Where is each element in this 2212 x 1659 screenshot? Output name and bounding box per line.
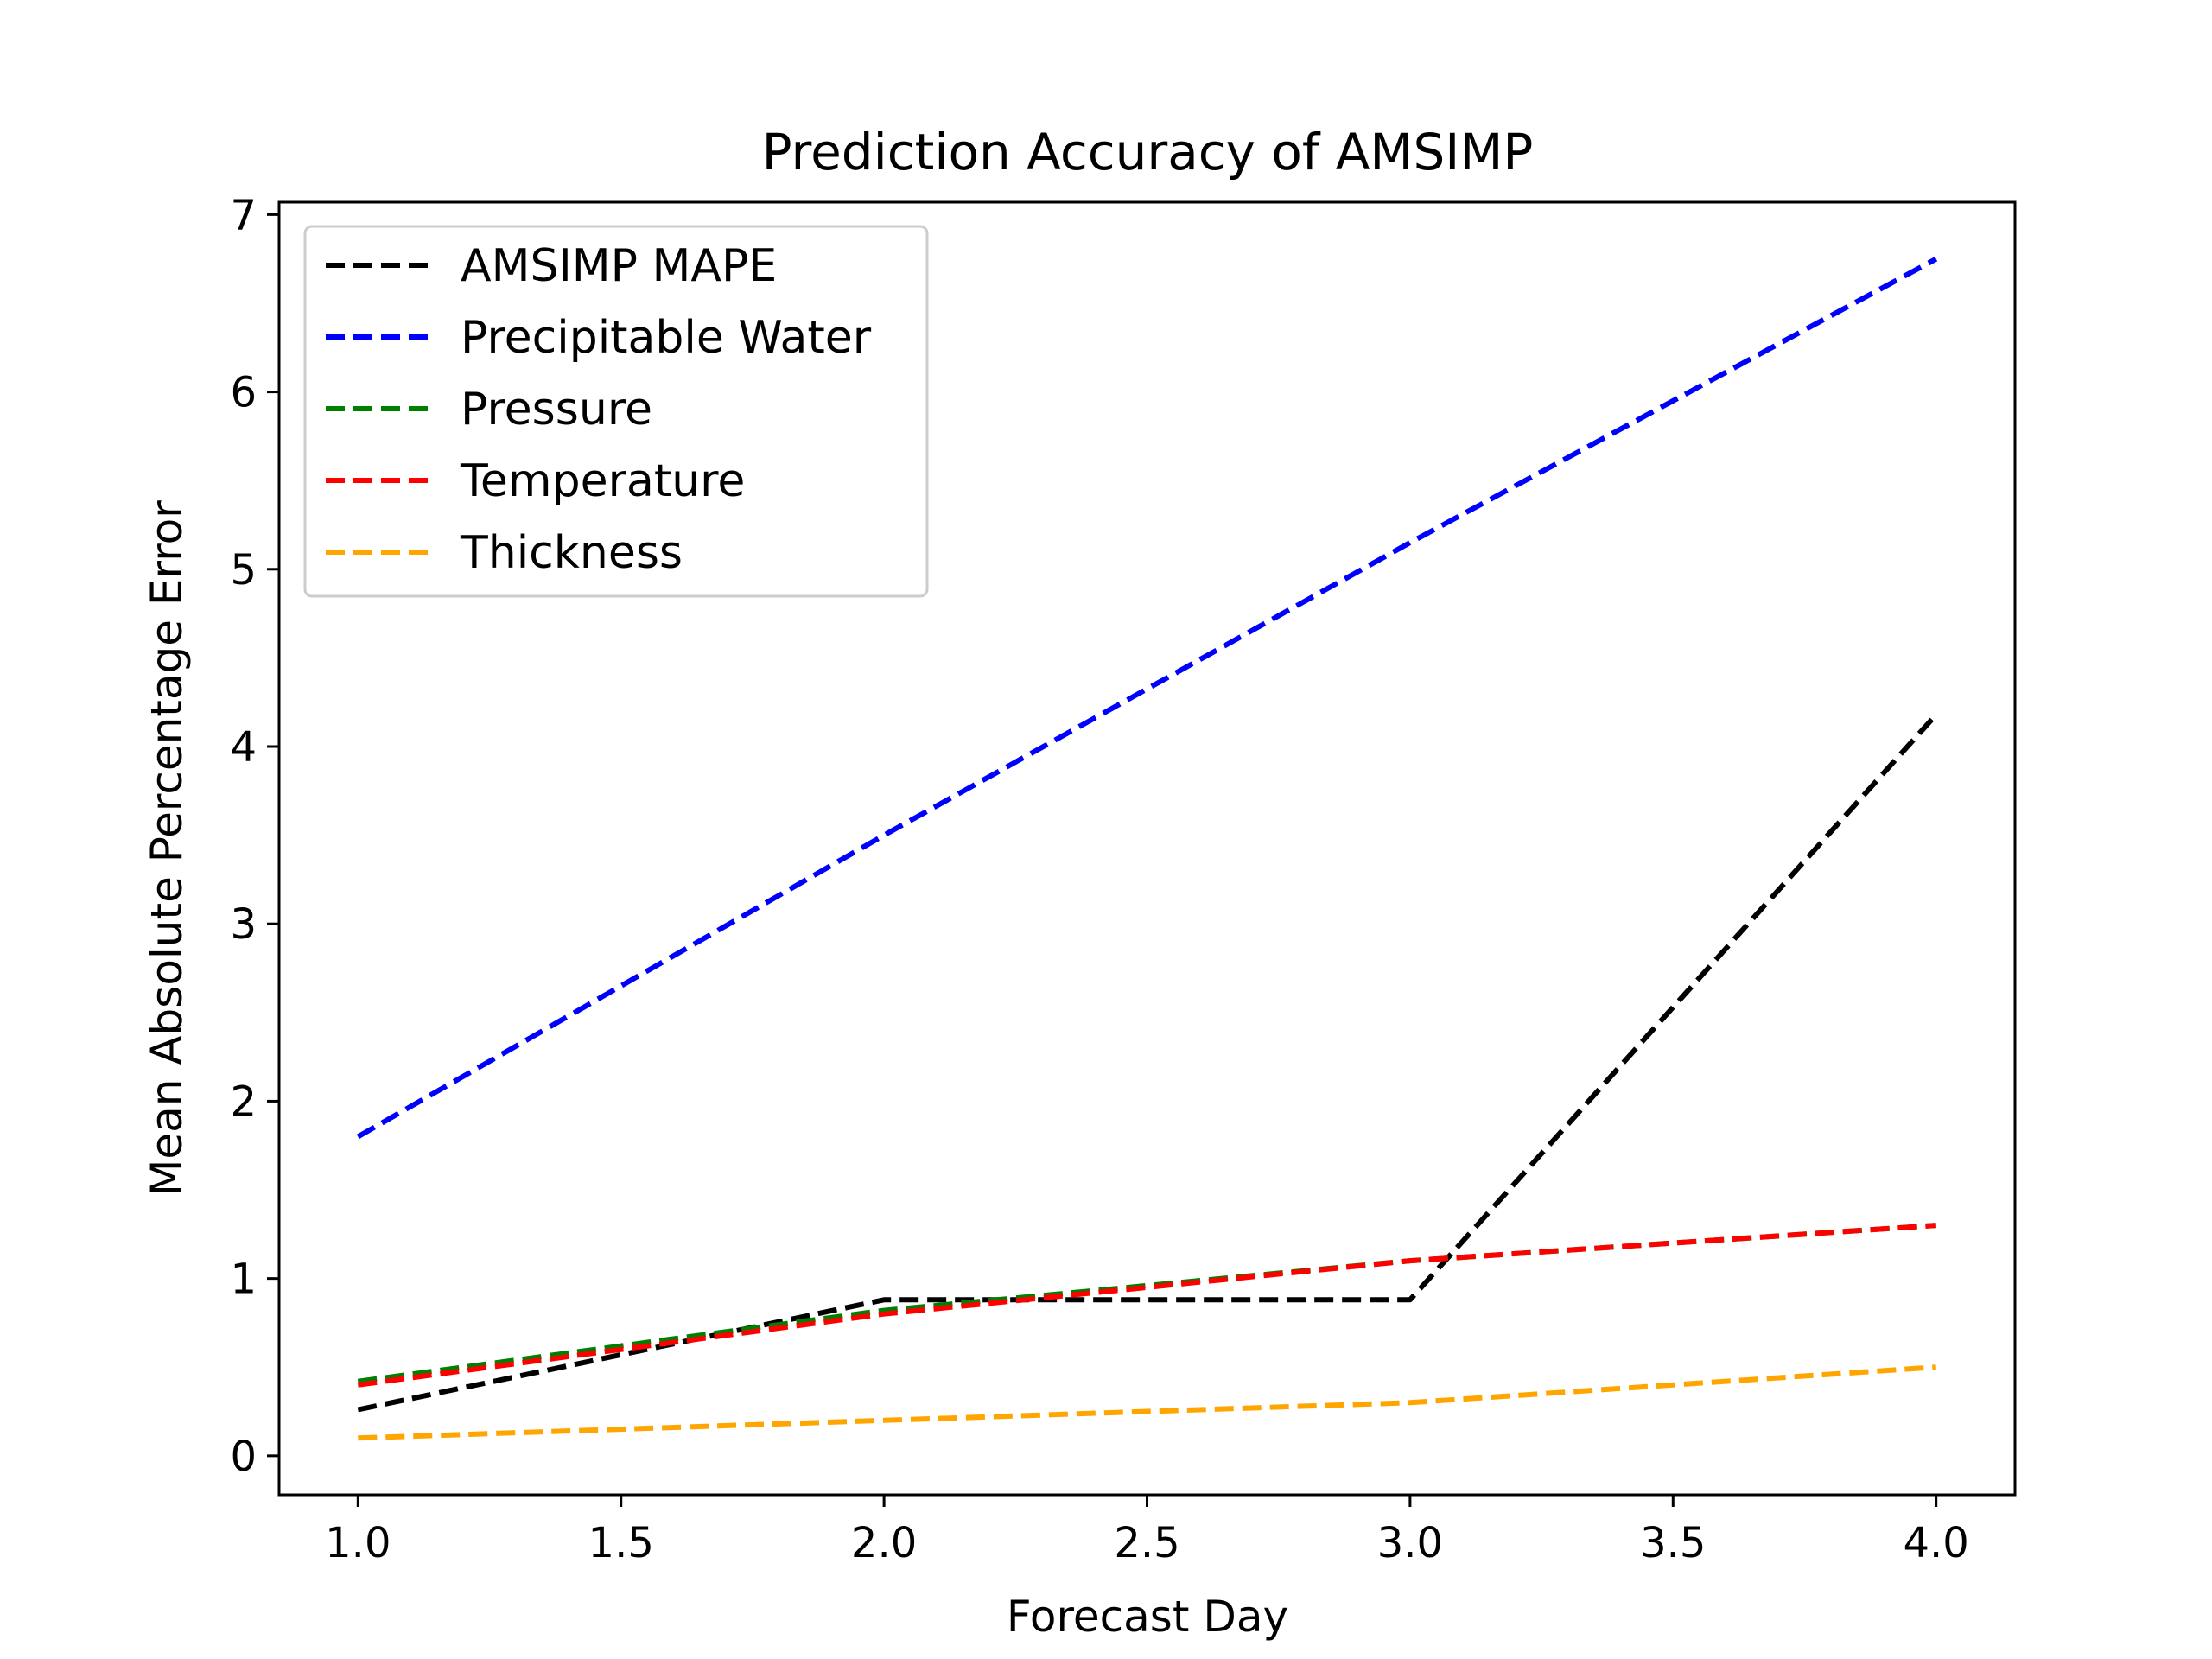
x-axis: 1.0 1.5 2.0 2.5 3.0 3.5 4.0 bbox=[325, 1495, 1969, 1567]
y-axis: 0 1 2 3 4 5 6 7 bbox=[230, 191, 279, 1481]
legend-box bbox=[303, 225, 929, 598]
x-tick-label: 2.5 bbox=[1114, 1519, 1179, 1567]
y-tick-label: 3 bbox=[230, 900, 257, 949]
legend-label: Pressure bbox=[461, 384, 652, 435]
legend-label: Precipitable Water bbox=[461, 312, 872, 364]
legend-label: AMSIMP MAPE bbox=[461, 240, 777, 292]
legend: AMSIMP MAPE Precipitable Water Pressure Tem… bbox=[303, 225, 929, 598]
series-line-precipitable-water bbox=[356, 257, 1938, 1140]
x-tick-label: 1.0 bbox=[325, 1519, 391, 1567]
series-layer bbox=[356, 257, 1938, 1441]
y-tick-label: 5 bbox=[230, 546, 257, 594]
legend-items: AMSIMP MAPE Precipitable Water Pressure Tem… bbox=[326, 240, 872, 579]
x-tick-label: 3.5 bbox=[1640, 1519, 1706, 1567]
x-tick-label: 1.5 bbox=[588, 1519, 654, 1567]
y-tick-label: 4 bbox=[230, 723, 257, 772]
y-tick-label: 0 bbox=[230, 1433, 257, 1481]
series-line-temperature bbox=[357, 1223, 1936, 1388]
y-tick-label: 1 bbox=[230, 1255, 257, 1304]
x-tick-label: 2.0 bbox=[851, 1519, 917, 1567]
x-tick-label: 4.0 bbox=[1904, 1519, 1969, 1567]
y-axis-label: Mean Absolute Percentage Error bbox=[142, 500, 192, 1197]
y-tick-label: 2 bbox=[230, 1077, 257, 1126]
x-tick-label: 3.0 bbox=[1377, 1519, 1443, 1567]
legend-label: Temperature bbox=[460, 455, 745, 507]
y-tick-label: 7 bbox=[230, 191, 257, 239]
series-line-thickness bbox=[358, 1364, 1936, 1441]
x-axis-label: Forecast Day bbox=[1007, 1592, 1288, 1642]
y-tick-label: 6 bbox=[230, 369, 257, 417]
legend-label: Thickness bbox=[460, 527, 683, 579]
series-line-pressure bbox=[357, 1223, 1936, 1384]
chart-title: Prediction Accuracy of AMSIMP bbox=[762, 123, 1534, 181]
